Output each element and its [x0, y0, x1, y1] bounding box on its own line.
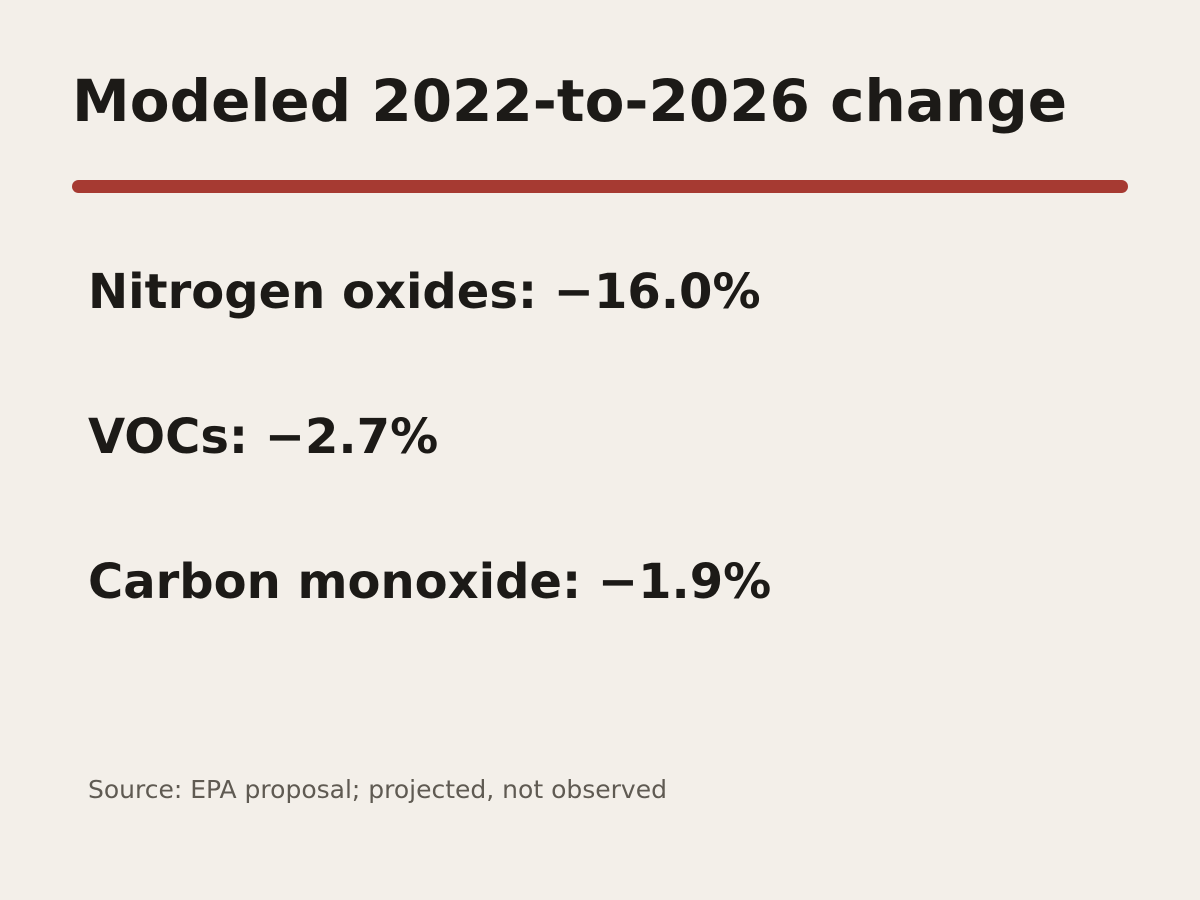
title: Modeled 2022-to-2026 change: [72, 67, 1068, 135]
item: VOCs: −2.7%: [88, 409, 439, 465]
item: Carbon monoxide: −1.9%: [88, 554, 772, 610]
item-list: Nitrogen oxides: −16.0% VOCs: −2.7% Carb…: [88, 262, 771, 697]
divider: [72, 180, 1128, 193]
item: Nitrogen oxides: −16.0%: [88, 264, 761, 320]
source-note: Source: EPA proposal; projected, not obs…: [88, 775, 667, 804]
